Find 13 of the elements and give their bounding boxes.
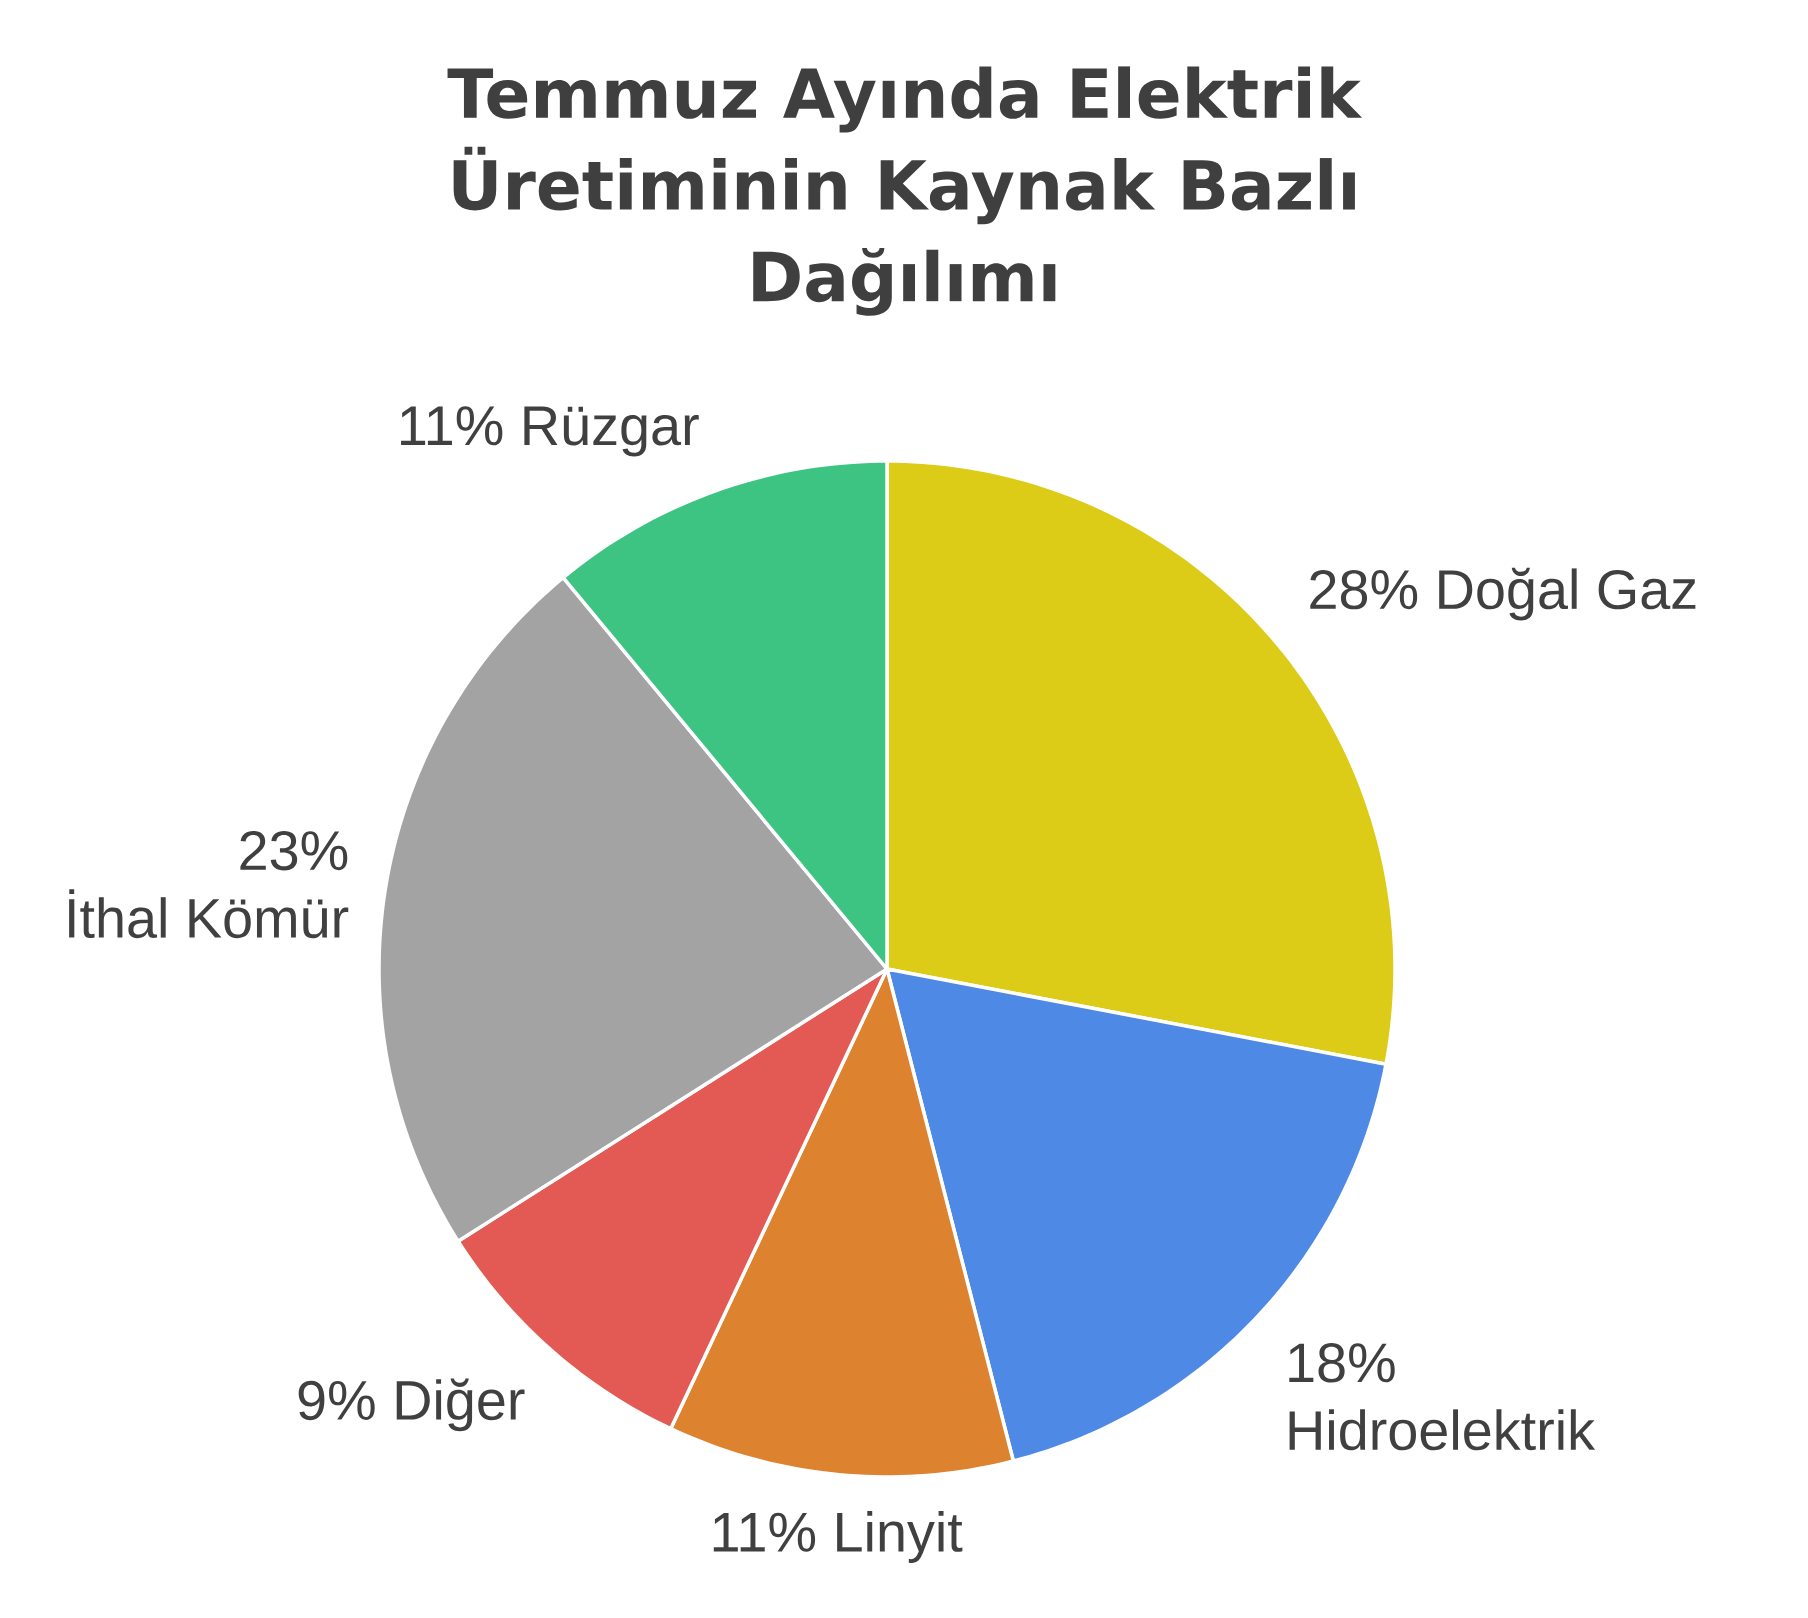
data-label: 9% (298, 1380, 375, 1421)
slice-label: Doğal Gaz (1439, 567, 1696, 621)
data-label: 11% (713, 1512, 816, 1552)
data-label: 18% (1289, 1343, 1395, 1383)
slice-label: Linyit (837, 1511, 963, 1563)
slice-label: Rüzgar (524, 406, 699, 457)
chart-title: Temmuz Ayında Elektrik Üretiminin Kaynak Bazlı Dağılımı (447, 66, 1363, 316)
slice-label: İthal Kömür (69, 889, 349, 939)
data-label: 23% (240, 830, 348, 871)
slice-label: Hidroelektrik (1289, 1409, 1596, 1451)
data-label: 28% (1310, 569, 1418, 610)
slice-label: Diğer (396, 1378, 525, 1432)
data-label: 11% (401, 406, 503, 446)
